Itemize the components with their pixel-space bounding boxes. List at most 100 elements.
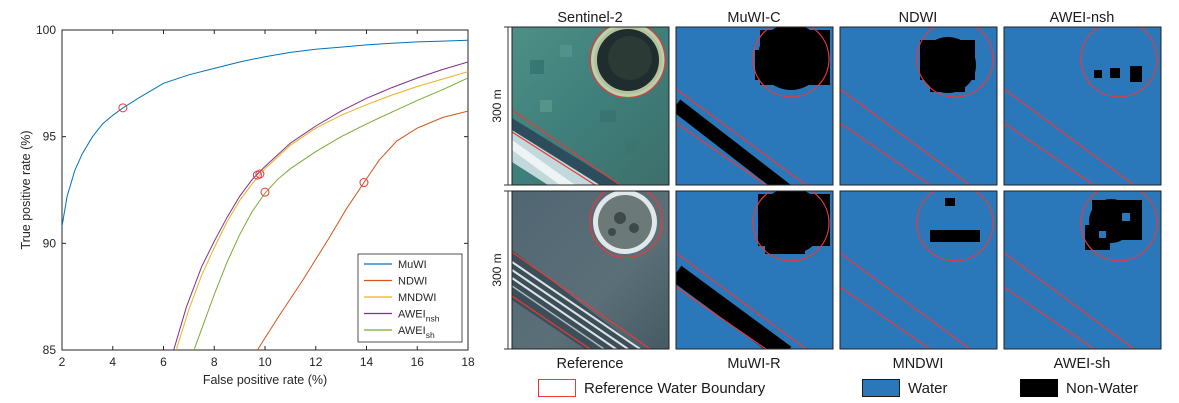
legend-water: Water [862, 375, 947, 401]
map-title-reference: Reference [557, 356, 624, 372]
series-line-ndwi [256, 110, 468, 350]
boundary-circle [752, 191, 830, 262]
panel-frame [1003, 26, 1162, 186]
boundary-strip-upper [1004, 88, 1135, 185]
boundary-circle [1080, 27, 1158, 98]
map-muwi-c [675, 26, 834, 186]
non-water-strip [676, 99, 791, 185]
water-gap [1122, 213, 1130, 221]
water-area [840, 191, 997, 349]
x-tick-label: 6 [160, 355, 167, 369]
operating-point-aweinsh [252, 170, 262, 180]
non-water-patch [920, 37, 976, 93]
legend-label-muwi: MuWI [398, 259, 427, 271]
legend-label-ndwi: NDWI [398, 276, 427, 288]
series-line-muwi [62, 39, 468, 227]
non-water-patch [1130, 66, 1142, 82]
non-water-patch [1110, 68, 1120, 78]
non-water-patch [945, 198, 955, 206]
boundary-strip-upper [840, 252, 971, 349]
legend-label-aweinsh: AWEInsh [398, 309, 440, 324]
x-tick-label: 14 [360, 355, 374, 369]
scale-bar-top: 300 m [490, 26, 512, 186]
legend-reference-boundary: Reference Water Boundary [538, 375, 765, 401]
map-title-awei-sh: AWEI-sh [1054, 356, 1111, 372]
map-mndwi [839, 190, 998, 350]
non-water-patch [758, 27, 824, 90]
boundary-strip-lower [1004, 122, 1095, 185]
boundary-strip-reference-lower [512, 295, 591, 349]
map-title-awei-nsh: AWEI-nsh [1050, 10, 1115, 26]
map-muwi-r [675, 190, 834, 350]
series-group [62, 39, 468, 350]
series-line-aweinsh [173, 61, 468, 350]
x-tick-label: 2 [59, 355, 66, 369]
boundary-strip-upper [676, 88, 807, 185]
operating-point-ndwi [359, 178, 369, 188]
x-tick-label: 4 [109, 355, 116, 369]
water-label: Water [908, 379, 948, 397]
x-tick-label: 18 [461, 355, 475, 369]
boundary-strip-sentinel2-upper [512, 109, 621, 185]
y-tick-label: 100 [36, 23, 56, 37]
boundary-strip-upper [676, 252, 807, 349]
boundary-strip-lower [1004, 286, 1095, 349]
panel-frame [675, 26, 834, 186]
map-sentinel2-image [512, 27, 669, 185]
map-panels: Sentinel-2 MuWI-C NDWI AWEI-nsh Referenc… [490, 10, 1162, 372]
x-axis-title: False positive rate (%) [203, 373, 327, 387]
boundary-strip-lower [676, 286, 767, 349]
panel-frame [675, 190, 834, 350]
series-line-mndwi [175, 71, 468, 350]
y-tick-label: 95 [43, 130, 57, 144]
legend-label-mndwi: MNDWI [398, 292, 437, 304]
map-title-mndwi: MNDWI [893, 356, 944, 372]
boundary-circle [916, 191, 994, 262]
y-axis-title: True positive rate (%) [19, 130, 33, 249]
series-line-aweish [193, 77, 468, 350]
non-water-patch [1094, 70, 1102, 78]
water-swatch [862, 379, 900, 397]
boundary-strip-lower [840, 286, 931, 349]
non-water-patch [930, 230, 980, 242]
non-water-patch [758, 191, 824, 254]
legend-box [357, 253, 463, 343]
boundary-strip-lower [676, 122, 767, 185]
boundary-strip-upper [840, 88, 971, 185]
legend-label-aweish: AWEIsh [398, 325, 435, 340]
boundary-circle [752, 27, 830, 98]
panel-frame [839, 26, 998, 186]
reference-boundary-swatch [538, 379, 576, 397]
reference-boundary-label: Reference Water Boundary [584, 379, 766, 397]
operating-point-aweish [260, 187, 270, 197]
boundary-strip-lower [840, 122, 931, 185]
boundary-strip-reference-upper [512, 251, 651, 349]
y-tick-label: 85 [43, 343, 57, 357]
boundary-circle-sentinel2 [589, 27, 666, 99]
scale-bar-bottom: 300 m [490, 190, 512, 350]
x-tick-label: 16 [411, 355, 425, 369]
non-water-label: Non-Water [1066, 379, 1138, 397]
non-water-swatch [1020, 379, 1058, 397]
operating-point-muwi [118, 103, 128, 113]
map-title-muwi-r: MuWI-R [727, 356, 780, 372]
boundary-strip-sentinel2-lower [512, 131, 596, 185]
non-water-strip [676, 265, 792, 349]
scale-label-bottom: 300 m [490, 253, 504, 286]
map-awei-sh [1003, 190, 1162, 350]
map-title-muwi-c: MuWI-C [727, 10, 780, 26]
map-ndwi [839, 26, 998, 186]
y-tick-label: 90 [43, 236, 57, 250]
boundary-circle [1080, 191, 1158, 262]
panel-frame [1003, 190, 1162, 350]
legend-non-water: Non-Water [1020, 375, 1138, 401]
boundary-circle [916, 27, 994, 98]
roc-chart: 2 4 6 8 10 12 14 16 18 85 90 95 100 False positive ra… [19, 23, 475, 387]
scale-label-top: 300 m [490, 89, 504, 122]
x-tick-label: 10 [258, 355, 272, 369]
map-title-ndwi: NDWI [899, 10, 938, 26]
x-tick-label: 12 [309, 355, 323, 369]
map-title-sentinel2: Sentinel-2 [557, 10, 622, 26]
x-tick-label: 8 [211, 355, 218, 369]
water-gap [1099, 231, 1106, 238]
